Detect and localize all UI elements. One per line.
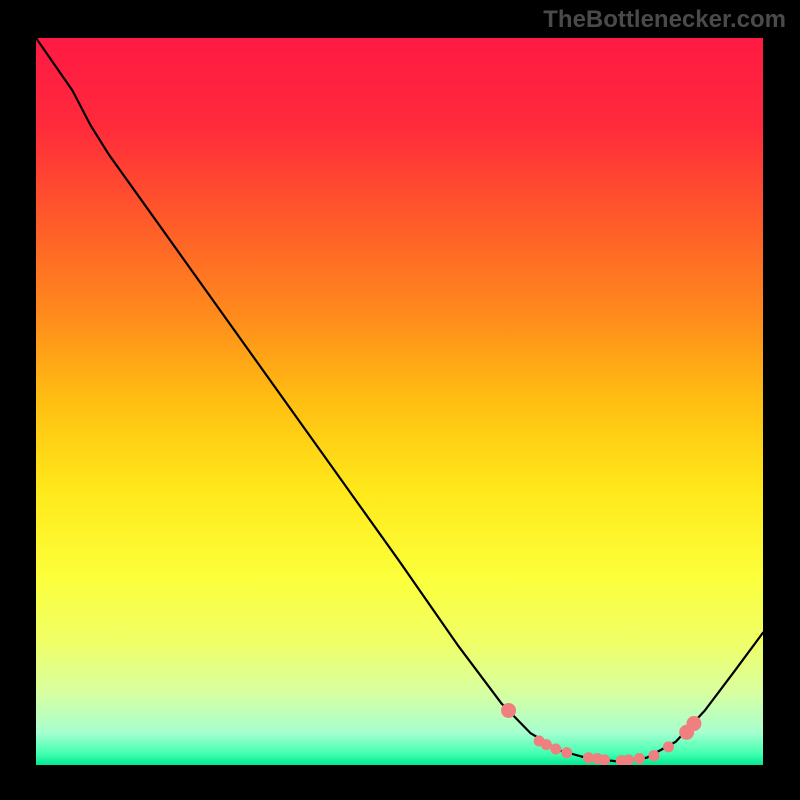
data-marker [599,754,610,765]
data-marker [541,739,552,750]
chart-svg [36,38,763,765]
data-marker [648,750,659,761]
data-marker [501,703,516,718]
data-marker [561,747,572,758]
data-marker [623,754,634,765]
chart-container: { "watermark": { "text": "TheBottlenecke… [0,0,800,800]
data-marker [663,741,674,752]
data-marker [634,753,645,764]
data-marker [686,716,701,731]
watermark-text: TheBottlenecker.com [543,6,786,34]
plot-area [36,38,763,765]
gradient-background [36,38,763,765]
data-marker [550,744,561,755]
